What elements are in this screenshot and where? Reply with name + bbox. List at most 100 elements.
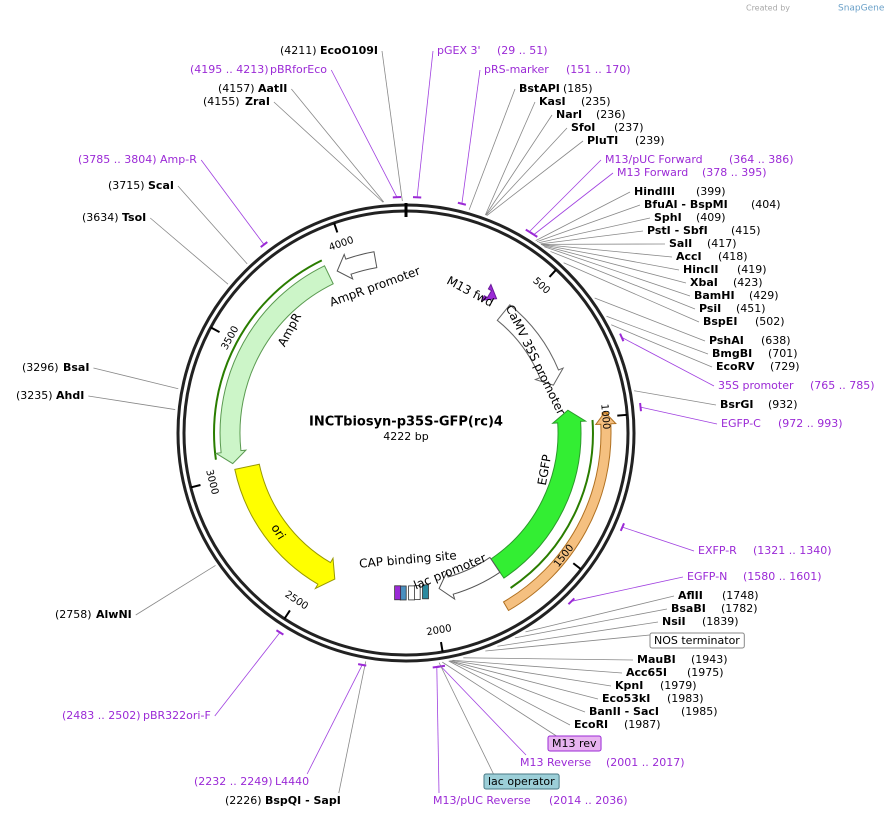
leader-line: [93, 367, 179, 390]
feature-name: pBR322ori-F: [143, 709, 211, 722]
leader-line: [291, 88, 385, 203]
ampr-line: [213, 259, 323, 460]
site-position: (2758): [55, 608, 92, 621]
leader-line: [529, 159, 602, 233]
leader-line: [436, 666, 440, 794]
site-position: (3715): [108, 179, 145, 192]
leader-line: [135, 565, 216, 616]
scale-tick: [548, 268, 558, 278]
site-position: (502): [755, 315, 785, 328]
site-position: (429): [749, 289, 779, 302]
scale-tick: [617, 413, 628, 417]
site-position: (415): [731, 224, 761, 237]
leader-line: [621, 337, 715, 387]
site-name: AccI: [676, 250, 702, 263]
site-name: XbaI: [690, 276, 718, 289]
ori-arrow: [234, 463, 336, 590]
site-position: (1943): [691, 653, 728, 666]
scale-tick: [190, 484, 201, 489]
site-name: BsaBI: [671, 602, 706, 615]
map-shapes: [213, 251, 617, 612]
feature-name: M13/pUC Reverse: [433, 794, 531, 807]
feature-name: pGEX 3': [437, 44, 481, 57]
feature-marker: [432, 665, 442, 669]
leader-line: [571, 576, 684, 602]
scale-label: 2000: [426, 623, 453, 638]
site-name: SphI: [654, 211, 682, 224]
scale-tick: [210, 326, 220, 334]
orange-arrow: [502, 411, 617, 612]
site-position: (399): [696, 185, 726, 198]
site-name: Eco53kI: [602, 692, 650, 705]
feature-box-label: lac operator: [488, 775, 555, 788]
site-position: (1979): [660, 679, 697, 692]
scale-label: 3000: [203, 468, 220, 495]
scale-label: 1000: [598, 404, 611, 430]
site-position: (1985): [681, 705, 718, 718]
site-position: (423): [733, 276, 763, 289]
leader-line: [440, 666, 527, 756]
site-name: NsiI: [662, 615, 686, 628]
feature-name: pBRforEco: [270, 63, 327, 76]
leader-line: [88, 395, 176, 410]
leader-line: [177, 185, 248, 265]
scale-label: 4000: [328, 235, 356, 254]
leader-line: [563, 262, 700, 323]
plasmid-name: INCTbiosyn-p35S-GFP(rc)4: [309, 415, 503, 430]
leader-line: [273, 101, 384, 203]
site-name: ScaI: [148, 179, 174, 192]
site-position: (1975): [687, 666, 724, 679]
site-position: (239): [635, 134, 665, 147]
site-position: (417): [707, 237, 737, 250]
leader-line: [468, 88, 516, 210]
site-name: AhdI: [56, 389, 84, 402]
leader-line: [634, 390, 717, 406]
site-position: (409): [696, 211, 726, 224]
site-name: SalI: [669, 237, 692, 250]
leader-line: [640, 406, 718, 425]
site-position: (729): [770, 360, 800, 373]
plasmid-length: 4222 bp: [383, 430, 428, 443]
leader-line: [485, 633, 661, 652]
site-name: BsrGI: [720, 398, 753, 411]
leader-line: [622, 526, 695, 552]
leader-line: [485, 127, 568, 216]
site-name: AatII: [258, 82, 287, 95]
small-feature: [399, 585, 407, 601]
leader-line: [594, 297, 706, 342]
leader-line: [149, 217, 229, 285]
leader-line: [497, 621, 659, 647]
site-position: (418): [718, 250, 748, 263]
leader-line: [200, 159, 265, 245]
feature-range: (29 .. 51): [497, 44, 548, 57]
site-name: BspEI: [703, 315, 737, 328]
feature-marker: [529, 231, 538, 238]
camv-arrow: [496, 304, 565, 386]
site-name: HincII: [683, 263, 719, 276]
site-name: AflII: [678, 589, 703, 602]
leader-line: [461, 69, 481, 204]
feature-marker: [567, 597, 576, 605]
feature-name: M13/pUC Forward: [605, 153, 703, 166]
ampr-arrow: [214, 265, 334, 465]
outside-labels: pGEX 3' (29 .. 51) pRS-marker (151 .. 170) B…: [16, 44, 875, 807]
site-name: BanII - SacI: [589, 705, 659, 718]
site-position: (237): [614, 121, 644, 134]
site-name: KpnI: [615, 679, 643, 692]
feature-name: M13 Forward: [617, 166, 688, 179]
lac-promoter-arrow: [438, 556, 501, 601]
site-name: BamHI: [694, 289, 735, 302]
leader-line: [484, 101, 536, 216]
feature-name: EGFP-C: [721, 417, 761, 430]
site-position: (419): [737, 263, 767, 276]
feature-range: (151 .. 170): [566, 63, 631, 76]
feature-range: (2483 .. 2502): [62, 709, 141, 722]
site-name: BmgBI: [712, 347, 752, 360]
brand-name: SnapGene: [838, 4, 885, 14]
site-position: (1782): [721, 602, 758, 615]
small-feature: [408, 585, 415, 601]
site-position: (4155): [203, 95, 240, 108]
leader-line: [535, 191, 631, 242]
site-name: SfoI: [571, 121, 595, 134]
